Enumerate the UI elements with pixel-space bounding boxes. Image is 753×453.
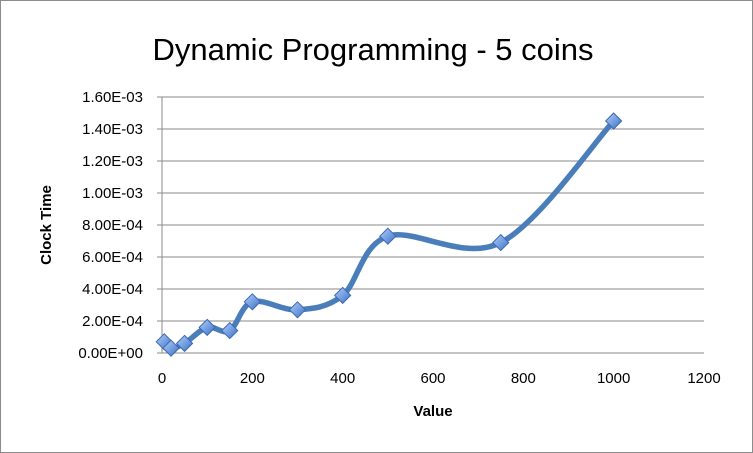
data-markers [155, 112, 623, 357]
x-tick-label: 600 [420, 370, 445, 387]
y-axis-title: Clock Time [38, 185, 55, 265]
gridlines [157, 96, 704, 354]
data-point-marker [379, 227, 397, 245]
data-point-marker [198, 318, 216, 337]
x-axis-ticks: 0 200 400 600 800 1000 1200 [158, 370, 721, 387]
x-tick-label: 1200 [687, 370, 720, 387]
data-point-marker [288, 301, 307, 319]
y-tick-label: 8.00E-04 [82, 217, 143, 234]
y-tick-label: 1.00E-03 [82, 185, 143, 202]
x-tick-label: 0 [158, 370, 166, 387]
data-point-marker [243, 293, 262, 311]
y-tick-label: 4.00E-04 [82, 281, 143, 298]
y-axis-ticks: 0.00E+00 2.00E-04 4.00E-04 6.00E-04 8.00E-04… [78, 89, 143, 362]
y-tick-label: 2.00E-04 [82, 313, 143, 330]
x-tick-label: 400 [330, 370, 355, 387]
y-tick-label: 1.60E-03 [82, 89, 143, 106]
y-tick-label: 1.20E-03 [82, 153, 143, 170]
x-tick-label: 800 [511, 370, 536, 387]
data-point-marker [162, 339, 180, 357]
data-point-marker [492, 233, 510, 252]
chart-title: Dynamic Programming - 5 coins [152, 32, 593, 67]
data-point-marker [333, 286, 352, 305]
x-tick-label: 200 [240, 370, 265, 387]
data-point-marker [175, 334, 194, 353]
y-tick-label: 1.40E-03 [82, 121, 143, 138]
data-point-marker [604, 112, 623, 130]
y-tick-label: 6.00E-04 [82, 249, 143, 266]
x-tick-label: 1000 [597, 370, 630, 387]
y-tick-label: 0.00E+00 [78, 345, 143, 362]
data-point-marker [221, 321, 239, 340]
x-axis-title: Value [413, 403, 452, 420]
